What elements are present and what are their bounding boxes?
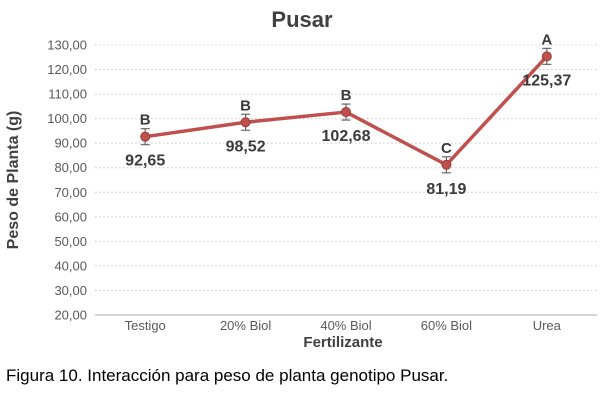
chart-title: Pusar	[271, 7, 333, 32]
line-chart: Pusar Peso de Planta (g) Fertilizante 13…	[5, 7, 597, 351]
data-point-marker	[240, 117, 251, 128]
data-point-marker	[341, 107, 351, 118]
y-tick-label: 130,00	[47, 38, 87, 53]
significance-letter: B	[240, 97, 251, 114]
x-tick-label: Testigo	[125, 318, 166, 333]
y-tick-label: 50,00	[54, 234, 87, 249]
y-tick-label: 40,00	[54, 258, 87, 273]
data-point-value-label: 81,19	[426, 181, 466, 198]
y-tick-label: 100,00	[47, 111, 87, 126]
x-tick-label: 40% Biol	[320, 318, 371, 333]
y-tick-label: 30,00	[54, 283, 87, 298]
x-tick-label: 20% Biol	[220, 318, 271, 333]
significance-letter: A	[541, 31, 552, 48]
significance-letter: C	[441, 140, 452, 157]
data-point-value-label: 92,65	[125, 153, 165, 170]
significance-letter: B	[140, 112, 151, 129]
x-tick-label: 60% Biol	[421, 318, 472, 333]
y-tick-label: 20,00	[54, 308, 87, 323]
data-point-value-label: 98,52	[226, 138, 266, 155]
significance-letter: B	[341, 87, 352, 104]
figure-caption: Figura 10. Interacción para peso de plan…	[6, 366, 449, 385]
y-axis-title: Peso de Planta (g)	[5, 111, 22, 250]
data-point-value-label: 125,37	[522, 72, 571, 89]
x-axis-title: Fertilizante	[303, 334, 382, 351]
data-point-value-label: 102,68	[322, 128, 371, 145]
x-tick-label: Urea	[533, 318, 562, 333]
y-tick-label: 90,00	[54, 136, 87, 151]
y-tick-label: 80,00	[54, 160, 87, 175]
data-point-marker	[441, 159, 452, 170]
y-tick-label: 70,00	[54, 185, 87, 200]
y-tick-label: 110,00	[48, 87, 87, 102]
data-point-marker	[541, 51, 552, 62]
y-tick-label: 120,00	[47, 62, 87, 77]
plot-area: 130,00 120,00 110,00 100,00 90,00 80,00 70,00 6…	[47, 31, 597, 333]
data-point-marker	[140, 131, 151, 142]
y-tick-label: 60,00	[54, 209, 87, 224]
